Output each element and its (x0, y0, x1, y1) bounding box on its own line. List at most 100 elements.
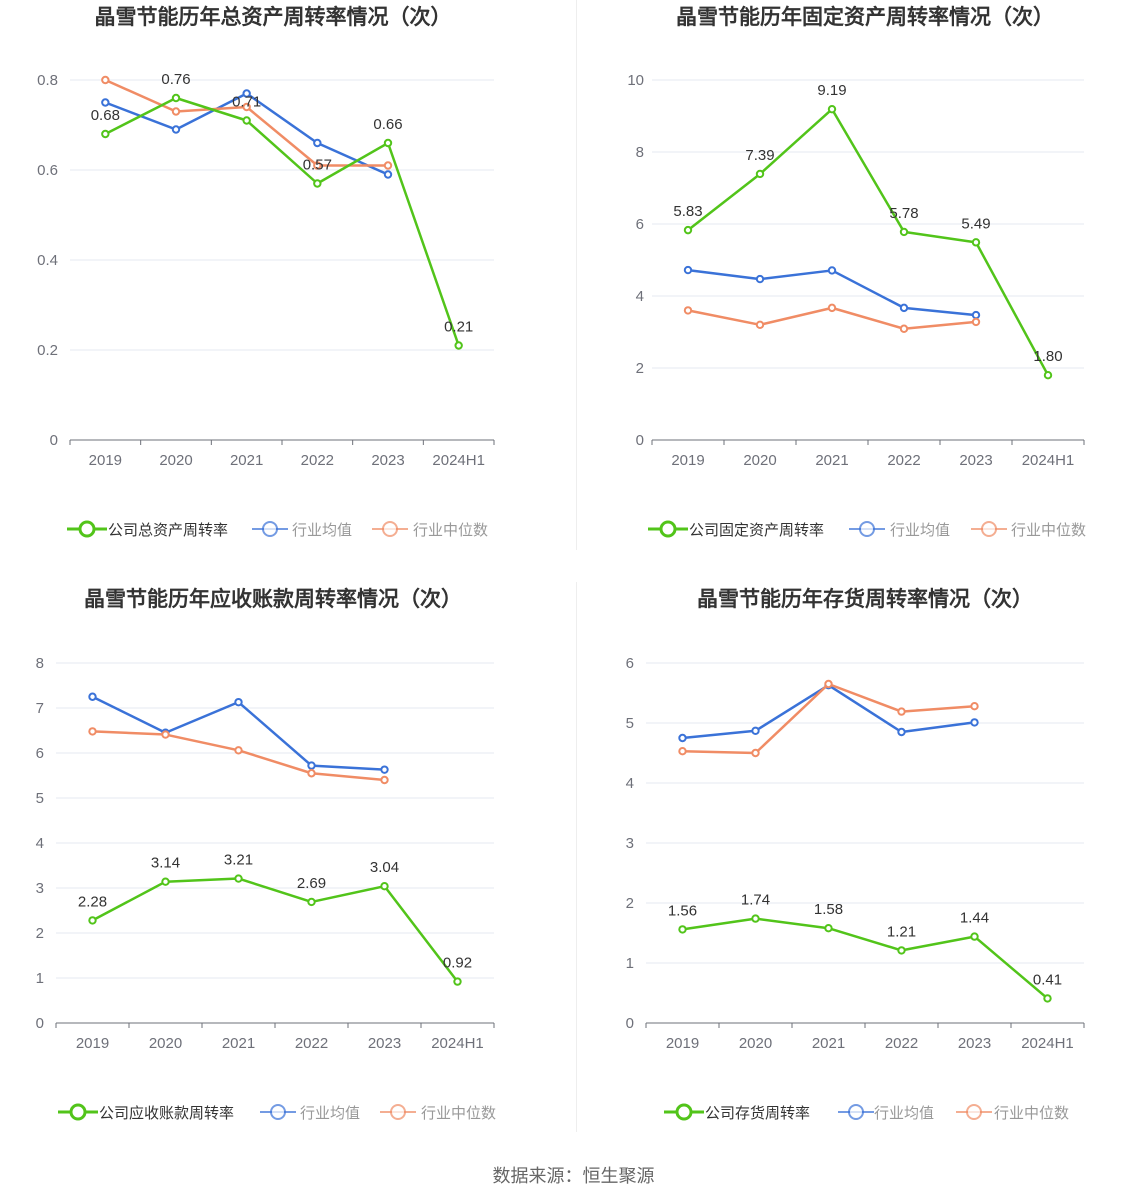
legend-label: 公司固定资产周转率 (689, 521, 824, 539)
data-point-median[interactable] (380, 775, 389, 785)
data-point-company[interactable] (161, 877, 170, 886)
data-point-median[interactable] (971, 317, 981, 327)
legend-item-company[interactable]: 公司存货周转率 (664, 1103, 810, 1122)
data-point-company[interactable] (1043, 994, 1052, 1003)
data-point-average[interactable] (899, 303, 909, 313)
legend-marker-icon (859, 521, 875, 537)
data-point-company[interactable] (897, 946, 906, 955)
data-point-average[interactable] (380, 765, 389, 774)
data-point-average[interactable] (101, 98, 110, 107)
data-point-company[interactable] (751, 914, 760, 923)
data-point-median[interactable] (899, 324, 909, 333)
y-tick-label: 0 (36, 1015, 44, 1032)
data-label: 1.56 (668, 902, 697, 919)
data-point-company[interactable] (453, 977, 462, 986)
y-tick-label: 6 (636, 216, 644, 233)
data-point-average[interactable] (313, 138, 322, 148)
legend-item-company[interactable]: 公司总资产周转率 (67, 520, 228, 539)
data-point-median[interactable] (897, 707, 906, 716)
data-point-company[interactable] (307, 897, 316, 907)
legend-item-median[interactable]: 行业中位数 (971, 521, 1086, 539)
data-point-company[interactable] (899, 227, 909, 237)
series-line-average (682, 683, 975, 740)
data-point-median[interactable] (824, 679, 833, 689)
data-point-median[interactable] (970, 702, 979, 711)
data-point-average[interactable] (242, 89, 251, 98)
y-tick-label: 4 (626, 775, 634, 792)
data-point-median[interactable] (383, 161, 393, 170)
legend-item-average[interactable]: 行业均值 (260, 1104, 360, 1122)
data-point-average[interactable] (683, 265, 693, 275)
data-point-company[interactable] (234, 874, 243, 883)
y-tick-label: 0.6 (37, 162, 58, 179)
data-point-company[interactable] (971, 238, 981, 247)
legend-item-company[interactable]: 公司固定资产周转率 (648, 520, 824, 539)
data-point-average[interactable] (897, 727, 906, 737)
data-point-company[interactable] (683, 225, 693, 235)
legend-item-average[interactable]: 行业均值 (849, 521, 950, 539)
data-point-median[interactable] (161, 730, 170, 739)
data-point-average[interactable] (234, 697, 243, 707)
data-point-median[interactable] (827, 303, 837, 313)
y-tick-label: 0 (50, 432, 58, 449)
data-point-average[interactable] (88, 692, 97, 701)
chart-fixed-asset-turnover-svg: 晶雪节能历年固定资产周转率情况（次） 0 2 4 6 8 10 2019 2020 2021 202… (627, 5, 1086, 539)
legend-item-average[interactable]: 行业均值 (252, 521, 352, 539)
data-point-median[interactable] (307, 769, 316, 778)
data-point-average[interactable] (827, 266, 837, 275)
data-point-median[interactable] (101, 75, 110, 85)
data-point-company[interactable] (824, 924, 833, 933)
data-point-company[interactable] (313, 179, 322, 188)
data-point-average[interactable] (751, 726, 760, 736)
data-point-company[interactable] (1043, 371, 1053, 380)
legend-item-median[interactable]: 行业中位数 (372, 521, 488, 539)
x-tick-label: 2024H1 (432, 452, 485, 469)
data-point-median[interactable] (313, 161, 322, 170)
data-point-company[interactable] (242, 116, 251, 125)
data-label: 0.71 (232, 94, 261, 111)
x-tick-label: 2023 (959, 452, 992, 469)
data-point-company[interactable] (755, 169, 765, 179)
data-point-median[interactable] (683, 306, 693, 315)
data-point-average[interactable] (678, 733, 687, 743)
data-label: 0.92 (443, 955, 472, 972)
legend-item-median[interactable]: 行业中位数 (380, 1104, 496, 1122)
data-point-median[interactable] (755, 320, 765, 329)
data-point-company[interactable] (678, 925, 687, 934)
data-point-company[interactable] (171, 93, 181, 103)
y-tick-label: 10 (627, 72, 644, 89)
series-line-company (91, 877, 459, 983)
x-tick-label: 2024H1 (431, 1035, 484, 1052)
legend-item-company[interactable]: 公司应收账款周转率 (58, 1103, 234, 1122)
data-point-median[interactable] (171, 107, 181, 116)
data-point-average[interactable] (970, 718, 979, 727)
data-point-average[interactable] (383, 170, 393, 179)
data-point-average[interactable] (971, 310, 981, 320)
y-tick-label: 0.2 (37, 342, 58, 359)
legend-marker-icon (262, 521, 278, 537)
legend-item-average[interactable]: 行业均值 (838, 1104, 934, 1122)
data-point-average[interactable] (755, 274, 765, 284)
data-point-average[interactable] (171, 125, 181, 134)
data-point-company[interactable] (88, 916, 97, 925)
data-point-median[interactable] (242, 102, 251, 112)
legend-marker-icon (390, 1104, 406, 1120)
data-point-company[interactable] (827, 104, 837, 114)
data-point-company[interactable] (380, 882, 389, 891)
data-point-company[interactable] (970, 932, 979, 941)
data-point-company[interactable] (383, 138, 393, 148)
data-point-average[interactable] (307, 761, 316, 770)
legend-label: 行业均值 (300, 1104, 360, 1122)
data-point-median[interactable] (88, 727, 97, 736)
data-point-company[interactable] (101, 129, 110, 139)
data-label: 5.83 (673, 203, 702, 220)
legend-item-median[interactable]: 行业中位数 (956, 1104, 1069, 1122)
data-label: 0.76 (161, 71, 190, 88)
data-point-median[interactable] (234, 746, 243, 755)
legend-label: 公司存货周转率 (705, 1104, 810, 1122)
x-tick-label: 2022 (295, 1035, 328, 1052)
data-label: 0.57 (303, 157, 332, 174)
data-point-company[interactable] (454, 341, 463, 350)
data-point-median[interactable] (751, 748, 760, 758)
data-point-median[interactable] (678, 747, 687, 756)
